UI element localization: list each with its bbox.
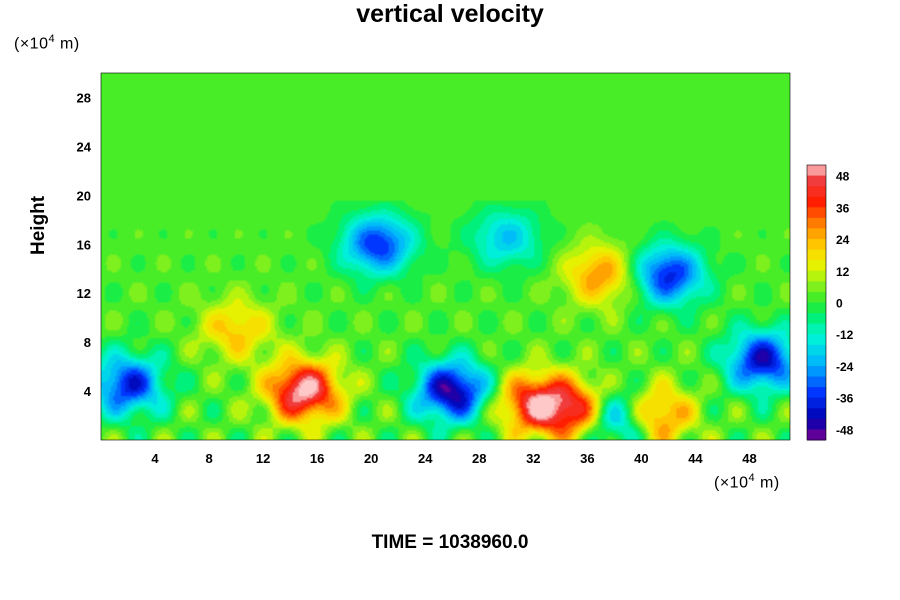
heatmap-image bbox=[101, 73, 790, 440]
colorbar-swatch bbox=[807, 344, 826, 356]
colorbar-swatch bbox=[807, 270, 826, 282]
x-tick-label: 44 bbox=[688, 451, 703, 466]
colorbar-swatch bbox=[807, 355, 826, 367]
colorbar-swatch bbox=[807, 376, 826, 388]
time-readout: TIME = 1038960.0 bbox=[371, 532, 529, 553]
colorbar-swatch bbox=[807, 397, 826, 409]
x-tick-label: 8 bbox=[205, 451, 212, 466]
x-tick-label: 16 bbox=[310, 451, 324, 466]
x-tick-label: 24 bbox=[418, 451, 433, 466]
colorbar-tick-label: 0 bbox=[836, 297, 843, 311]
colorbar-swatch bbox=[807, 175, 826, 187]
chart-title: vertical velocity bbox=[356, 0, 544, 28]
colorbar-swatch bbox=[807, 313, 826, 325]
y-tick-label: 8 bbox=[84, 335, 91, 350]
colorbar-frame bbox=[806, 164, 827, 441]
x-tick-labels: 4 8 12 16 20 24 28 32 36 40 44 48 bbox=[151, 451, 756, 466]
y-tick-labels: 4 8 12 16 20 24 28 bbox=[77, 90, 92, 399]
colorbar-swatch bbox=[807, 217, 826, 229]
x-tick-label: 12 bbox=[256, 451, 270, 466]
y-tick-label: 20 bbox=[77, 188, 91, 203]
colorbar-swatch bbox=[807, 228, 826, 240]
colorbar-tick-labels: 48 36 24 12 0 -12 -24 -36 -48 bbox=[836, 170, 854, 438]
colorbar-swatch bbox=[807, 165, 826, 177]
colorbar-tick-label: -48 bbox=[836, 423, 854, 437]
colorbar-swatch bbox=[807, 239, 826, 251]
colorbar-tick-label: 48 bbox=[836, 170, 850, 184]
x-tick-label: 20 bbox=[364, 451, 378, 466]
colorbar bbox=[806, 164, 827, 441]
colorbar-swatch bbox=[807, 302, 826, 314]
colorbar-tick-label: -36 bbox=[836, 392, 854, 406]
colorbar-swatch bbox=[807, 408, 826, 420]
colorbar-swatch bbox=[807, 196, 826, 208]
colorbar-swatch bbox=[807, 387, 826, 399]
y-tick-label: 4 bbox=[84, 384, 92, 399]
colorbar-swatch bbox=[807, 323, 826, 335]
y-unit-label: (×104 m) bbox=[14, 33, 80, 53]
x-tick-label: 28 bbox=[472, 451, 486, 466]
x-tick-label: 48 bbox=[742, 451, 756, 466]
colorbar-swatch bbox=[807, 207, 826, 219]
colorbar-swatch bbox=[807, 365, 826, 378]
colorbar-swatch bbox=[807, 186, 826, 198]
y-tick-label: 28 bbox=[77, 90, 91, 105]
colorbar-swatch bbox=[807, 334, 826, 346]
y-tick-label: 12 bbox=[77, 286, 91, 301]
x-tick-label: 40 bbox=[634, 451, 648, 466]
plot-frame bbox=[100, 72, 791, 441]
y-tick-label: 16 bbox=[77, 237, 91, 252]
colorbar-tick-label: 24 bbox=[836, 233, 850, 247]
colorbar-tick-label: 12 bbox=[836, 265, 850, 279]
x-unit-label: (×104 m) bbox=[714, 472, 780, 492]
y-tick-label: 24 bbox=[77, 139, 92, 154]
colorbar-swatch bbox=[807, 260, 826, 272]
colorbar-swatch bbox=[807, 291, 826, 303]
colorbar-swatch bbox=[807, 249, 826, 261]
colorbar-tick-label: -24 bbox=[836, 360, 854, 374]
x-tick-label: 32 bbox=[526, 451, 540, 466]
x-tick-label: 4 bbox=[151, 451, 159, 466]
colorbar-swatch bbox=[807, 429, 826, 441]
colorbar-tick-label: -12 bbox=[836, 328, 854, 342]
colorbar-tick-label: 36 bbox=[836, 201, 850, 215]
colorbar-swatch bbox=[807, 281, 826, 293]
x-tick-label: 36 bbox=[580, 451, 594, 466]
colorbar-swatch bbox=[807, 418, 826, 430]
